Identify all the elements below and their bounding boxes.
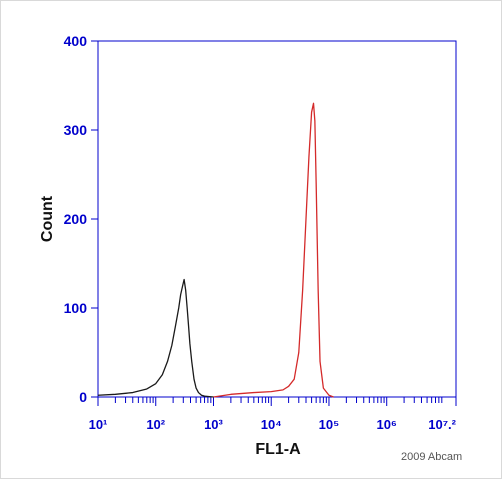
- y-tick-label: 300: [64, 122, 88, 138]
- x-tick-label: 10⁷.²: [428, 417, 456, 432]
- x-tick-label: 10²: [146, 417, 165, 432]
- y-axis-label: Count: [39, 195, 56, 242]
- series-group: [98, 103, 334, 397]
- plot-area-border: [98, 41, 456, 397]
- x-tick-label: 10⁵: [319, 417, 340, 432]
- histogram-series-1: [98, 280, 213, 397]
- x-tick-label: 10⁴: [261, 417, 282, 432]
- copyright-text: 2009 Abcam: [401, 451, 462, 463]
- y-axis: 0 100 200 300 400: [64, 33, 98, 405]
- y-tick-label: 100: [64, 300, 88, 316]
- y-tick-label: 400: [64, 33, 88, 49]
- y-tick-label: 0: [79, 389, 87, 405]
- x-axis-label: FL1-A: [255, 441, 301, 458]
- histogram-series-2: [213, 103, 333, 397]
- x-axis: 10¹ 10² 10³ 10⁴ 10⁵ 10⁶ 10⁷.²: [89, 397, 457, 432]
- x-tick-label: 10¹: [89, 417, 108, 432]
- y-tick-label: 200: [64, 211, 88, 227]
- x-tick-label: 10⁶: [376, 417, 396, 432]
- x-tick-label: 10³: [204, 417, 223, 432]
